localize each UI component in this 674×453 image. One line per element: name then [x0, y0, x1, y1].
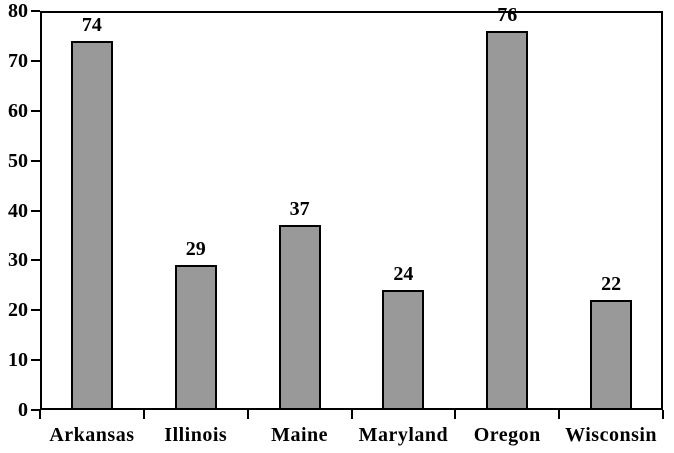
plot-area [40, 11, 663, 410]
y-axis-tick [31, 259, 40, 262]
x-axis-tick [454, 410, 457, 419]
x-axis-tick [558, 410, 561, 419]
x-axis-tick [246, 410, 249, 419]
y-axis-tick-label: 10 [8, 349, 28, 372]
bar-maine [278, 225, 321, 410]
y-axis-tick-label: 80 [8, 0, 28, 22]
x-axis-category-label: Oregon [473, 424, 541, 446]
bar-maryland [382, 290, 425, 410]
y-axis-tick-label: 20 [8, 299, 28, 322]
y-axis-tick [31, 159, 40, 162]
y-axis-tick [31, 309, 40, 312]
y-axis-tick-label: 30 [8, 249, 28, 272]
bar-value-label: 74 [81, 13, 102, 36]
y-axis-tick [31, 359, 40, 362]
y-axis-tick-label: 70 [8, 49, 28, 72]
bar-value-label: 76 [497, 3, 518, 26]
bar-wisconsin [590, 300, 633, 410]
x-axis-category-label: Maryland [358, 424, 449, 446]
x-axis-tick [350, 410, 353, 419]
y-axis-tick-label: 0 [18, 399, 28, 421]
bar-value-label: 22 [601, 273, 622, 296]
bar-value-label: 24 [393, 263, 414, 286]
y-axis-tick [31, 59, 40, 62]
x-axis-category-label: Wisconsin [565, 424, 658, 446]
x-axis-tick [662, 410, 664, 419]
bar-illinois [174, 265, 217, 410]
y-axis-tick-label: 60 [8, 99, 28, 122]
bar-value-label: 37 [289, 198, 310, 221]
bar-arkansas [70, 40, 113, 410]
y-axis-tick-label: 50 [8, 149, 28, 172]
bar-oregon [486, 30, 529, 410]
y-axis-tick [31, 109, 40, 112]
x-axis-tick [39, 410, 41, 419]
y-axis-tick [31, 209, 40, 212]
x-axis-category-label: Maine [271, 424, 329, 446]
y-axis-tick [31, 409, 40, 411]
y-axis-tick-label: 40 [8, 199, 28, 222]
bar-value-label: 29 [185, 238, 206, 261]
y-axis-tick [31, 10, 40, 12]
x-axis-tick [142, 410, 145, 419]
x-axis-category-label: Arkansas [49, 424, 135, 446]
x-axis-category-label: Illinois [164, 424, 228, 446]
